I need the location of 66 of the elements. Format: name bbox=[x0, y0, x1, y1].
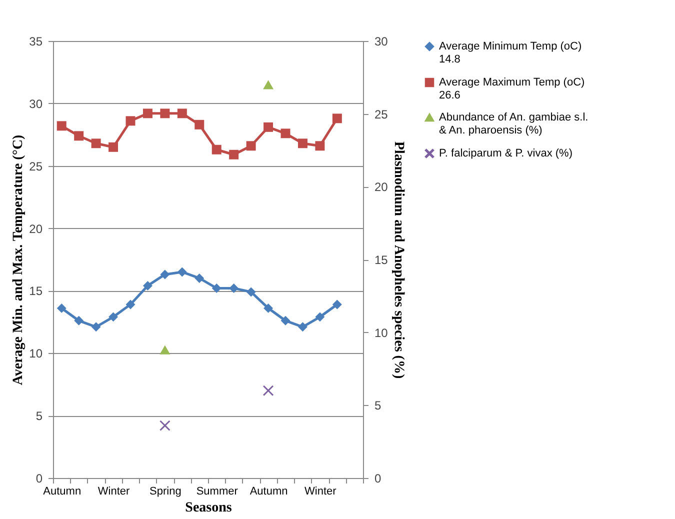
point bbox=[264, 122, 274, 132]
point bbox=[160, 108, 170, 118]
x-tick-label: Autumn bbox=[43, 486, 82, 498]
x-axis-title: Seasons bbox=[185, 500, 232, 516]
y-tick-label: 20 bbox=[29, 222, 43, 236]
point bbox=[246, 287, 256, 297]
point bbox=[177, 267, 187, 277]
point bbox=[108, 312, 118, 322]
point bbox=[91, 138, 101, 148]
x-tick-label: Winter bbox=[98, 486, 130, 498]
point bbox=[74, 316, 84, 326]
point bbox=[194, 273, 204, 283]
point bbox=[229, 150, 239, 160]
point bbox=[74, 131, 84, 141]
point bbox=[126, 300, 136, 310]
x-tick-label: Winter bbox=[304, 486, 337, 498]
x-tick-label: Spring bbox=[150, 486, 182, 498]
point bbox=[212, 283, 222, 293]
y-tick-label: 0 bbox=[36, 472, 43, 486]
point bbox=[142, 280, 152, 290]
legend-label: Abundance of An. gambiae s.l. & An. pharoensis (%) bbox=[439, 112, 588, 136]
y2-tick-label: 30 bbox=[374, 34, 388, 48]
legend-label: P. falciparum & P. vivax (%) bbox=[439, 148, 572, 160]
y-tick-label: 10 bbox=[29, 346, 43, 361]
point bbox=[56, 303, 66, 313]
point bbox=[108, 142, 118, 152]
point bbox=[263, 385, 274, 396]
y2-axis-title: Plasmodium and Anopheles species (%) bbox=[390, 141, 406, 379]
point bbox=[280, 128, 290, 138]
point bbox=[332, 300, 342, 310]
y-tick-label: 30 bbox=[29, 96, 43, 111]
y2-tick-label: 20 bbox=[374, 180, 388, 194]
point bbox=[177, 108, 187, 118]
point bbox=[56, 121, 66, 131]
y2-tick-label: 0 bbox=[374, 472, 382, 486]
x-tick-label: Autumn bbox=[250, 486, 288, 498]
y2-tick-label: 10 bbox=[374, 326, 388, 340]
y2-tick-label: 5 bbox=[374, 398, 382, 413]
point bbox=[212, 144, 222, 154]
point bbox=[298, 322, 308, 332]
y2-tick-label: 15 bbox=[374, 253, 388, 267]
y-tick-label: 15 bbox=[29, 284, 43, 298]
point bbox=[160, 345, 170, 354]
legend-label: Average Minimum Temp (oC) 14.8 bbox=[439, 40, 582, 66]
point bbox=[194, 120, 204, 130]
point bbox=[263, 80, 274, 90]
point bbox=[126, 116, 136, 126]
point bbox=[298, 138, 308, 148]
y-tick-label: 25 bbox=[29, 159, 43, 174]
y-tick-label: 5 bbox=[36, 409, 43, 424]
point bbox=[91, 322, 101, 332]
y2-tick-label: 25 bbox=[374, 107, 388, 122]
point bbox=[246, 141, 256, 151]
point bbox=[264, 303, 274, 313]
legend-label: Average Maximum Temp (oC) 26.6 bbox=[439, 76, 585, 102]
x-tick-label: Summer bbox=[196, 486, 238, 498]
point bbox=[280, 316, 290, 326]
point bbox=[160, 420, 170, 431]
point bbox=[332, 114, 342, 124]
point bbox=[160, 270, 170, 280]
point bbox=[315, 312, 325, 322]
point bbox=[142, 108, 152, 118]
y-axis-title: Average Min. and Max. Temperature (°C) bbox=[11, 134, 26, 386]
point bbox=[229, 283, 239, 293]
y-tick-label: 35 bbox=[29, 34, 43, 48]
point bbox=[315, 141, 325, 151]
